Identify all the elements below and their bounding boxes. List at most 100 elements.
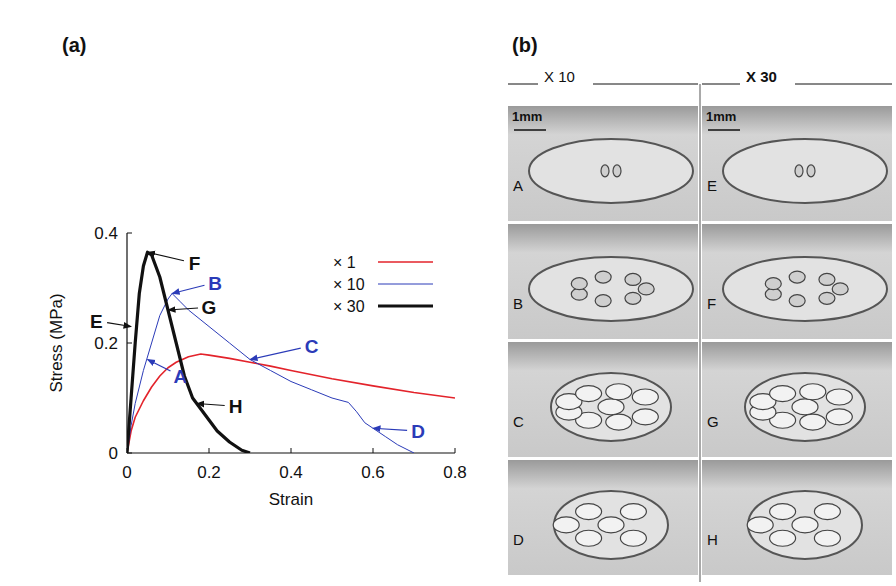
series-line: [127, 354, 455, 453]
annotation-arrow: [197, 404, 225, 406]
cavity: [553, 517, 579, 533]
annotation-arrow: [373, 428, 407, 430]
frame-label: D: [513, 531, 524, 548]
cavity: [789, 295, 805, 307]
x-tick: [291, 448, 292, 453]
x-tick: [455, 448, 456, 453]
x-axis-title: Strain: [269, 490, 313, 509]
header-rule: [702, 84, 740, 85]
figure: (a)00.20.40.60.800.20.4StrainStress (MPa…: [0, 0, 896, 586]
photo-background: [508, 106, 698, 221]
legend-label: × 1: [333, 254, 356, 271]
specimen: [529, 139, 693, 203]
header-rule: [593, 84, 698, 85]
cavity: [638, 283, 654, 295]
cavity: [595, 295, 611, 307]
legend-swatch: [378, 304, 433, 307]
photo-frame: E 1mm: [702, 106, 892, 221]
annotation-arrow: [250, 348, 301, 359]
cavity: [625, 273, 641, 285]
annotation-arrow: [172, 285, 204, 293]
annotation-arrow: [168, 308, 198, 310]
column-title: X 30: [746, 68, 777, 85]
y-tick-label: 0.4: [94, 224, 118, 243]
photo-background: [508, 460, 698, 575]
cavity: [819, 273, 835, 285]
panel-label: (a): [62, 34, 86, 56]
photo-background: [702, 460, 892, 575]
annotation-label: E: [90, 311, 103, 332]
frame-label: C: [513, 413, 524, 430]
legend-label: × 30: [333, 298, 365, 315]
photo-frame: B: [508, 224, 698, 339]
annotation-label: A: [173, 366, 187, 387]
cavity: [770, 386, 796, 402]
cavity: [792, 399, 818, 415]
cavity: [814, 504, 840, 520]
photo-background: [702, 342, 892, 457]
column-title: X 10: [544, 68, 575, 85]
panel-label: (b): [512, 34, 538, 56]
annotations: EFBGACHD: [90, 252, 425, 442]
scale-bar-label: 1mm: [512, 109, 542, 124]
specimen: [723, 139, 887, 203]
frame-label: E: [707, 177, 717, 194]
photo-background: [508, 224, 698, 339]
cavity: [576, 530, 602, 546]
photo-frame: H: [702, 460, 892, 575]
x-tick-label: 0.8: [443, 463, 467, 482]
photo-frame: C: [508, 342, 698, 457]
x-tick-label: 0.2: [197, 463, 221, 482]
cavity: [800, 384, 826, 400]
photo-background: [508, 342, 698, 457]
x-tick-label: 0: [122, 463, 131, 482]
annotation-label: F: [189, 253, 201, 274]
y-axis-title: Stress (MPa): [47, 293, 66, 392]
cavity: [800, 414, 826, 430]
specimen: [529, 257, 693, 321]
column-header: X 10: [508, 68, 698, 85]
cavity: [625, 292, 641, 304]
cavity: [632, 389, 658, 405]
specimen: [551, 373, 671, 441]
y-tick: [127, 343, 132, 344]
specimen: [745, 373, 865, 441]
frame-label: A: [513, 177, 523, 194]
cavity: [819, 292, 835, 304]
cavity: [747, 517, 773, 533]
cavity: [595, 271, 611, 283]
cavity: [826, 389, 852, 405]
frame-label: B: [513, 295, 523, 312]
annotation-label: B: [208, 273, 222, 294]
legend-swatch: [378, 261, 433, 263]
x-tick-label: 0.4: [279, 463, 303, 482]
y-tick-label: 0.2: [94, 334, 118, 353]
annotation-arrow: [107, 323, 131, 327]
cavity: [606, 384, 632, 400]
scale-bar: [514, 129, 546, 131]
x-tick: [373, 448, 374, 453]
cavity: [795, 165, 803, 177]
cavity: [770, 530, 796, 546]
specimen: [748, 491, 862, 559]
cavity: [832, 283, 848, 295]
cavity: [789, 271, 805, 283]
x-tick-label: 0.6: [361, 463, 385, 482]
cavity: [598, 399, 624, 415]
cavity: [765, 278, 781, 290]
cavity: [613, 165, 621, 177]
legend: × 1 × 10 × 30: [333, 254, 433, 315]
cavity: [826, 409, 852, 425]
legend-label: × 10: [333, 276, 365, 293]
cavity: [807, 165, 815, 177]
frame-label: H: [707, 531, 718, 548]
legend-swatch: [378, 284, 433, 285]
annotation-label: H: [229, 396, 243, 417]
scale-bar-label: 1mm: [706, 109, 736, 124]
cavity: [598, 517, 624, 533]
annotation-arrow: [148, 252, 184, 261]
y-tick: [127, 233, 132, 234]
cavity: [620, 504, 646, 520]
cavity: [814, 530, 840, 546]
photo-frame: F: [702, 224, 892, 339]
